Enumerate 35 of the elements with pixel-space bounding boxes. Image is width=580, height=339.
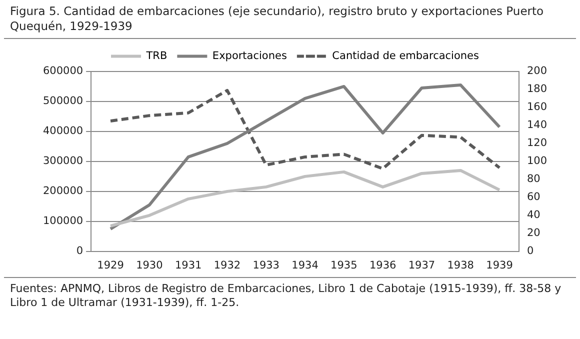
y-tick-label: 600000 (42, 65, 84, 78)
legend-label: Cantidad de embarcaciones (332, 50, 479, 62)
y-tick-label: 100000 (42, 215, 84, 228)
y2-tick-label: 180 (526, 83, 548, 96)
y2-tick-label: 140 (526, 119, 548, 132)
x-tick-label: 1931 (174, 259, 202, 272)
x-tick-label: 1936 (369, 259, 396, 272)
y2-tick-label: 60 (526, 191, 540, 204)
x-tick-label: 1937 (408, 259, 436, 272)
source-note: Fuentes: APNMQ, Libros de Registro de Embarcaciones, Libro 1 de Cabotaje (1915-1939), ff. 38-58 y Libro 1 de Ultramar (1931-1939), ff. 1-25. (4, 277, 576, 314)
y-tick-label: 200000 (42, 185, 84, 198)
y-tick-label: 500000 (42, 95, 84, 108)
y-tick-label: 0 (76, 245, 84, 258)
x-tick-label: 1935 (330, 259, 358, 272)
x-tick-label: 1934 (292, 259, 319, 272)
legend-label: TRB (145, 50, 168, 62)
legend-label: Exportaciones (212, 50, 287, 62)
chart-title: Figura 5. Cantidad de embarcaciones (eje secundario), registro bruto y exportaciones Puerto Quequén, 1929-1939 (4, 0, 576, 39)
y2-tick-label: 20 (526, 227, 540, 240)
y2-tick-label: 120 (526, 137, 548, 150)
y2-tick-label: 200 (526, 65, 548, 78)
line-series (109, 88, 502, 170)
y2-tick-label: 0 (526, 245, 534, 258)
y-tick-label: 400000 (42, 125, 84, 138)
x-tick-label: 1939 (486, 259, 513, 272)
y2-tick-label: 40 (526, 209, 540, 222)
x-tick-label: 1929 (97, 259, 124, 272)
x-tick-label: 1930 (136, 259, 163, 272)
x-tick-label: 1932 (214, 259, 241, 272)
x-tick-label: 1933 (252, 259, 280, 272)
y2-tick-label: 80 (526, 173, 540, 186)
y2-tick-label: 100 (526, 155, 548, 168)
x-tick-label: 1938 (447, 259, 474, 272)
y-tick-label: 300000 (42, 155, 84, 168)
y2-tick-label: 160 (526, 101, 548, 114)
